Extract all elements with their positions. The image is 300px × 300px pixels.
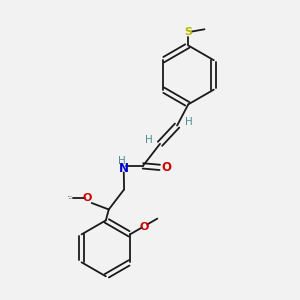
Text: H: H (185, 117, 193, 127)
Text: S: S (184, 27, 192, 37)
Text: methyl: methyl (68, 195, 72, 196)
Text: O: O (161, 161, 171, 174)
Text: H: H (145, 135, 153, 145)
Text: N: N (119, 162, 129, 175)
Text: O: O (83, 193, 92, 203)
Text: H: H (118, 156, 126, 166)
Text: methoxy: methoxy (69, 198, 75, 199)
Text: O: O (139, 222, 148, 232)
